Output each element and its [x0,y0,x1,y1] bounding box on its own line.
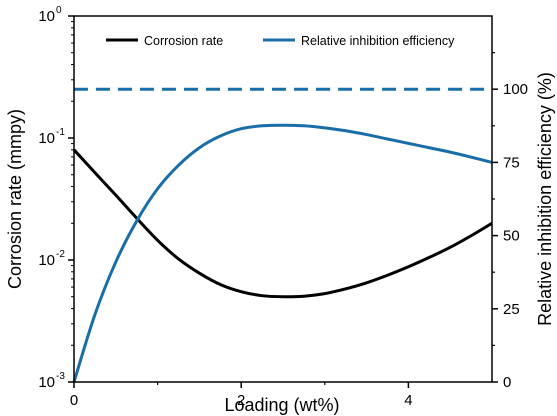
series-layer [72,87,493,383]
series-line-1 [72,123,493,383]
y-left-tick-exponent: -2 [56,249,65,260]
legend-label: Relative inhibition efficiency [301,34,455,48]
y-left-tick-exponent: 0 [56,5,62,16]
y-left-tick-label: 10 [38,252,55,269]
x-tick-label: 0 [70,392,78,409]
y-left-tick-exponent: -1 [56,127,65,138]
y-right-tick-label: 0 [503,374,511,391]
x-axis-label: Loading (wt%) [224,395,339,415]
y-right-tick-label: 75 [503,154,520,171]
y-left-tick-label: 10 [38,8,55,25]
y-right-tick-label: 25 [503,301,520,318]
y-left-tick-label: 10 [38,374,55,391]
x-tick-label: 2 [237,392,245,409]
y-left-tick-exponent: -3 [56,371,65,382]
x-tick-label: 4 [404,392,412,409]
plot-frame [73,15,493,383]
y-axis-right-label: Relative inhibition efficiency (%) [535,72,555,326]
y-right-tick-label: 50 [503,228,520,245]
series-line-0 [72,148,493,299]
legend-label: Corrosion rate [144,34,223,48]
y-axis-left-label: Corrosion rate (mmpy) [5,109,25,289]
y-right-tick-label: 100 [503,81,528,98]
legend: Corrosion rate Relative inhibition effici… [106,34,455,48]
y-left-tick-label: 10 [38,130,55,147]
